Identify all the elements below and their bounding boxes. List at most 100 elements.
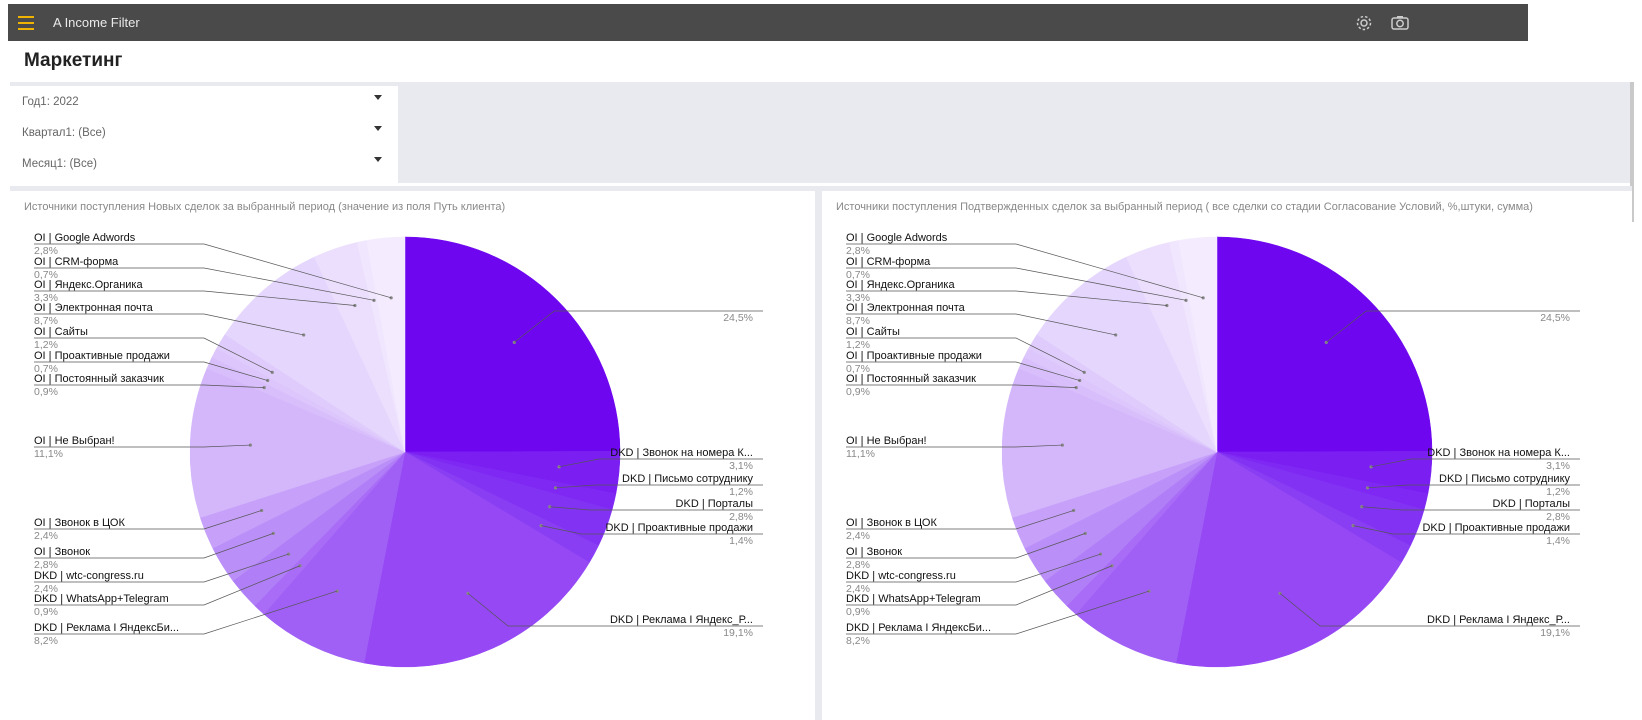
leader-line — [549, 506, 763, 511]
leader-line — [1326, 310, 1580, 343]
leader-line — [34, 267, 375, 301]
pie-slice[interactable] — [224, 256, 406, 453]
leader-line — [846, 290, 1167, 306]
slice-label: OI | CRM-форма — [34, 256, 119, 268]
slice-label: OI | Проактивные продажи — [846, 350, 982, 362]
slice-value-label: 0,9% — [846, 386, 870, 398]
slice-label: OI | Электронная почта — [34, 302, 154, 314]
slice-value-label: 2,4% — [34, 530, 58, 542]
pie-slice[interactable] — [404, 236, 621, 453]
filter-quarter-label: Квартал1: (Все) — [22, 127, 106, 139]
filter-quarter[interactable]: Квартал1: (Все) — [22, 123, 382, 145]
leader-dot — [1082, 370, 1086, 374]
slice-value-label: 8,7% — [34, 315, 58, 327]
leader-line — [1361, 506, 1580, 511]
pie-slice[interactable] — [1001, 367, 1218, 518]
leader-line — [514, 310, 763, 343]
pie-slice[interactable] — [363, 451, 590, 668]
slice-value-label: 0,7% — [846, 269, 870, 281]
slice-label: DKD | wtc-congress.ru — [34, 570, 144, 582]
slice-value-label: 2,4% — [34, 583, 58, 595]
camera-icon[interactable] — [1390, 13, 1410, 33]
leader-line — [1371, 458, 1580, 468]
page-title: Маркетинг — [24, 50, 123, 71]
pie-slice[interactable] — [1175, 451, 1402, 668]
pie-slice[interactable] — [1216, 236, 1433, 453]
slice-label: DKD | Письмо сотруднику — [1439, 473, 1570, 485]
leader-dot — [1078, 378, 1082, 383]
leader-dot — [372, 298, 376, 302]
slice-label: DKD | Проактивные продажи — [1422, 522, 1570, 534]
slice-value-label: 0,7% — [34, 363, 58, 375]
slice-value-label: 8,2% — [34, 635, 58, 647]
slice-value-label: 11,1% — [34, 448, 63, 460]
slice-label: DKD | WhatsApp+Telegram — [34, 593, 169, 605]
leader-line — [34, 444, 251, 448]
top-bar: A Income Filter — [8, 4, 1528, 41]
slice-value-label: 1,2% — [846, 339, 870, 351]
slice-label: OI | Постоянный заказчик — [846, 373, 976, 385]
slice-label: DKD | Проактивные продажи — [605, 522, 753, 534]
chevron-down-icon[interactable] — [374, 157, 382, 162]
leader-line — [846, 510, 1074, 530]
filter-month-label: Месяц1: (Все) — [22, 158, 97, 170]
leader-line — [1353, 525, 1580, 535]
slice-value-label: 1,2% — [1546, 486, 1570, 498]
chart-panel-new-deals: Источники поступления Новых сделок за вы… — [10, 191, 815, 712]
filter-month[interactable]: Месяц1: (Все) — [22, 154, 382, 176]
slice-value-label: 11,1% — [846, 448, 875, 460]
leader-line — [34, 361, 268, 381]
slice-label: OI | Звонок в ЦОК — [846, 517, 937, 529]
hamburger-menu-icon[interactable] — [8, 4, 44, 41]
leader-line — [34, 313, 304, 336]
leader-line — [34, 384, 265, 389]
leader-line — [846, 267, 1187, 301]
filter-year[interactable]: Год1: 2022 — [22, 92, 382, 114]
leader-dot — [1083, 531, 1087, 535]
pie-slice[interactable] — [1075, 451, 1218, 664]
scrollbar[interactable] — [1630, 82, 1634, 222]
leader-line — [1367, 484, 1580, 489]
pie-slice[interactable] — [189, 367, 406, 518]
slice-value-label: 2,8% — [729, 511, 753, 523]
slice-label: DKD | Порталы — [1493, 498, 1571, 510]
pie-slice[interactable] — [366, 236, 406, 453]
leader-line — [467, 593, 763, 627]
leader-line — [555, 484, 763, 489]
pie-chart-confirmed-deals: 24,5%DKD | Звонок на номера К...3,1%DKD … — [846, 232, 1580, 668]
leader-line — [846, 361, 1080, 381]
chart-panel-confirmed-deals: Источники поступления Подтвержденных сде… — [822, 191, 1632, 712]
pie-slice[interactable] — [1178, 236, 1218, 453]
slice-label: OI | Сайты — [34, 326, 88, 338]
pie-slice[interactable] — [1036, 256, 1218, 453]
filter-year-label: Год1: 2022 — [22, 96, 79, 108]
slice-label: DKD | Письмо сотруднику — [622, 473, 753, 485]
chevron-down-icon[interactable] — [374, 126, 382, 131]
slice-label: DKD | Звонок на номера К... — [1427, 447, 1570, 459]
slice-value-label: 0,7% — [34, 269, 58, 281]
leader-line — [846, 243, 1204, 299]
slice-label: OI | Проактивные продажи — [34, 350, 170, 362]
slice-label: OI | Не Выбран! — [34, 435, 115, 447]
leader-line — [846, 590, 1150, 635]
slice-label: OI | Электронная почта — [846, 302, 966, 314]
leader-dot — [335, 589, 339, 593]
chevron-down-icon[interactable] — [374, 95, 382, 100]
slice-value-label: 2,4% — [846, 530, 870, 542]
leader-dot — [271, 531, 275, 535]
app-title: A Income Filter — [53, 15, 140, 30]
leader-line — [846, 313, 1116, 336]
chart-title: Источники поступления Подтвержденных сде… — [836, 201, 1533, 213]
gear-icon[interactable] — [1354, 13, 1374, 33]
slice-label: OI | Звонок — [846, 546, 902, 558]
slice-label: DKD | Реклама I Яндекс_Р... — [1427, 614, 1570, 626]
slice-value-label: 2,8% — [1546, 511, 1570, 523]
pie-slice[interactable] — [263, 451, 406, 664]
slice-value-label: 3,3% — [34, 292, 58, 304]
slice-label: OI | Яндекс.Органика — [34, 279, 143, 291]
leader-line — [34, 243, 392, 299]
leader-line — [34, 533, 274, 559]
slice-value-label: 19,1% — [723, 627, 753, 639]
slice-label: OI | CRM-форма — [846, 256, 931, 268]
slice-value-label: 2,4% — [846, 583, 870, 595]
